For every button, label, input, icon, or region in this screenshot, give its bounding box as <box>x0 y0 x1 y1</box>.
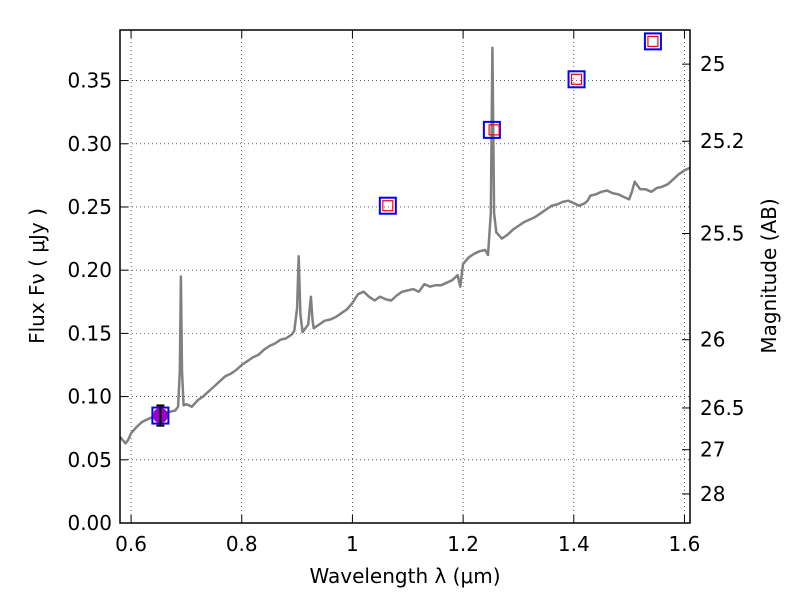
y2-tick-label: 25.5 <box>700 222 745 246</box>
y2-tick-label: 25.2 <box>700 129 745 153</box>
plot-frame <box>119 29 691 524</box>
model-photometry-marker <box>378 196 397 215</box>
observed-photometry-marker <box>488 124 500 136</box>
observed-photometry-marker <box>382 200 394 212</box>
spectrum-line <box>119 46 691 445</box>
model-photometry-marker <box>482 120 501 139</box>
y2-tick-label: 26.5 <box>700 396 745 420</box>
model-photometry-marker <box>567 70 586 89</box>
y2-tick-label: 28 <box>700 482 725 506</box>
y-tick-label: 0.15 <box>67 321 112 345</box>
model-photometry-marker <box>643 32 662 51</box>
y-tick-label: 0.25 <box>67 195 112 219</box>
y-tick-label: 0.20 <box>67 258 112 282</box>
x-tick-label: 0.8 <box>226 532 258 556</box>
spectrum-line-layer <box>119 46 691 445</box>
x-tick-label: 1.6 <box>669 532 701 556</box>
photometry-markers <box>151 32 662 427</box>
y2-axis-label: Magnitude (AB) <box>757 198 781 353</box>
y-tick-label: 0.00 <box>67 511 112 535</box>
y-tick-label: 0.35 <box>67 69 112 93</box>
y-tick-label: 0.30 <box>67 132 112 156</box>
x-axis-label: Wavelength λ (μm) <box>309 564 500 588</box>
y-tick-label: 0.10 <box>67 385 112 409</box>
y2-tick-label: 26 <box>700 328 725 352</box>
x-tick-label: 1 <box>346 532 359 556</box>
y-tick-label: 0.05 <box>67 448 112 472</box>
y2-tick-label: 25 <box>700 52 725 76</box>
y-axis-label: Flux Fν ( μJy ) <box>25 208 49 344</box>
x-tick-label: 1.2 <box>447 532 479 556</box>
grid-lines <box>120 30 690 524</box>
observed-photometry-marker <box>647 35 659 47</box>
axis-ticks: 0.6 0.8 1 1.2 1.4 1.6 0.00 0.05 0.10 0.15 0.20 0.25… <box>67 30 745 556</box>
y2-tick-label: 27 <box>700 438 725 462</box>
observed-photometry-marker <box>570 73 583 85</box>
x-tick-label: 1.4 <box>558 532 590 556</box>
x-tick-label: 0.6 <box>115 532 147 556</box>
